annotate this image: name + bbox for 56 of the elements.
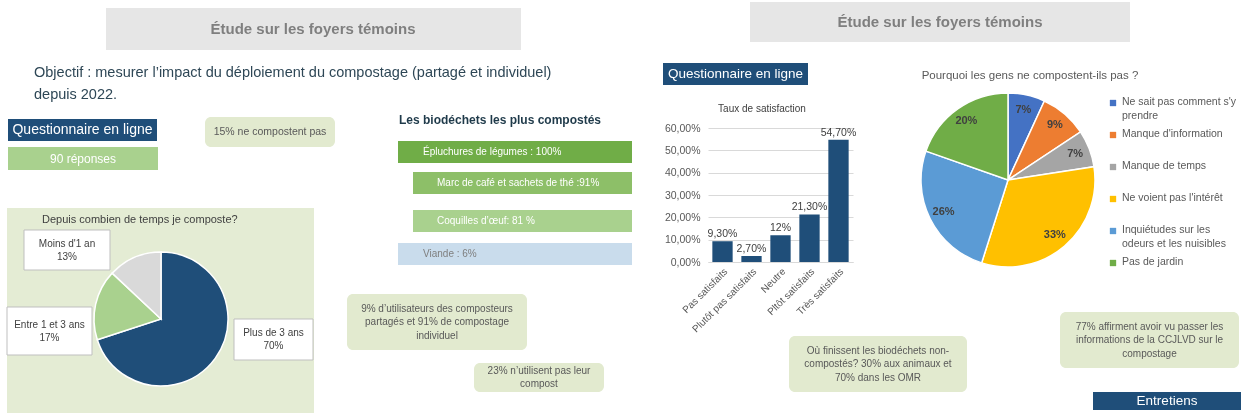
slice-label: Plus de 3 ans [243, 327, 304, 338]
y-tick-label: 0,00% [670, 255, 701, 268]
data-label: 9,30% [707, 227, 738, 240]
data-label: 7% [1067, 146, 1084, 159]
text: Questionnaire en ligne [667, 66, 804, 81]
y-tick-label: 10,00% [664, 233, 701, 246]
legend-label: Ne voient pas l'intérêt [1122, 191, 1223, 203]
text: Épluchures de légumes : 100% [423, 145, 562, 157]
pie-slice [96, 251, 229, 387]
text: 23% n’utilisent pas leur compost [487, 364, 592, 390]
text: Étude sur les foyers témoins [837, 13, 1043, 30]
text: Les biodéchets les plus compostés [398, 113, 602, 127]
text: 15% ne compostent pas [213, 125, 327, 137]
legend-label: Inquiétudes sur les odeurs et les nuisibles [1122, 223, 1226, 249]
bar [799, 214, 820, 262]
chart-title: Depuis combien de temps je composte? [42, 213, 238, 225]
data-label: 20% [955, 114, 978, 127]
data-label: 70% [263, 340, 284, 351]
bar [712, 241, 733, 262]
data-label: 33% [1043, 227, 1067, 240]
text: Entretiens [1136, 393, 1198, 408]
text: Étude sur les foyers témoins [210, 20, 416, 37]
data-label: 26% [932, 205, 955, 218]
y-tick-label: 30,00% [664, 188, 701, 201]
y-tick-label: 60,00% [664, 121, 701, 134]
data-label: 54,70% [820, 125, 857, 138]
text: 77% affirment avoir vu passer les informations de la CCJLVD sur le compostage [1075, 320, 1224, 359]
y-tick-label: 20,00% [664, 210, 701, 223]
chart-title: Taux de satisfaction [718, 103, 806, 114]
chart-title: Pourquoi les gens ne compostent-ils pas ? [921, 69, 1139, 81]
text: Où finissent les biodéchets non-compostés? 30% aux animaux et 70% dans les OMR [804, 344, 952, 383]
y-tick-label: 50,00% [664, 143, 701, 156]
bar [770, 235, 791, 262]
text: 9% d’utilisateurs des composteurs partagés et 91% de compostage individuel [361, 302, 513, 341]
slice-label: Moins d'1 an [38, 237, 96, 249]
data-label: 17% [39, 331, 60, 343]
legend-label: Manque de temps [1122, 159, 1207, 171]
data-label: 7% [1015, 102, 1032, 115]
text: Coquilles d’œuf: 81 % [437, 215, 535, 226]
slice-label: Entre 1 et 3 ans [14, 318, 85, 330]
legend-label: Manque d'information [1122, 127, 1223, 139]
data-label: 13% [56, 250, 78, 262]
legend-label: Ne sait pas comment s'y prendre [1122, 95, 1237, 121]
text: Objectif : mesurer l’impact du déploiement du compostage (partagé et individuel) depuis 2022. [34, 64, 552, 102]
text: Viande : 6% [423, 248, 477, 259]
bar [741, 255, 762, 262]
data-label: 21,30% [791, 200, 828, 213]
legend-label: Pas de jardin [1122, 255, 1184, 267]
data-label: 12% [769, 221, 792, 234]
y-tick-label: 40,00% [664, 166, 701, 179]
data-label: 2,70% [736, 241, 767, 254]
bar [828, 139, 849, 262]
text: 90 réponses [49, 151, 117, 166]
data-label: 9% [1046, 118, 1064, 131]
text: Questionnaire en ligne [12, 121, 153, 137]
text: Marc de café et sachets de thé :91% [437, 177, 600, 188]
